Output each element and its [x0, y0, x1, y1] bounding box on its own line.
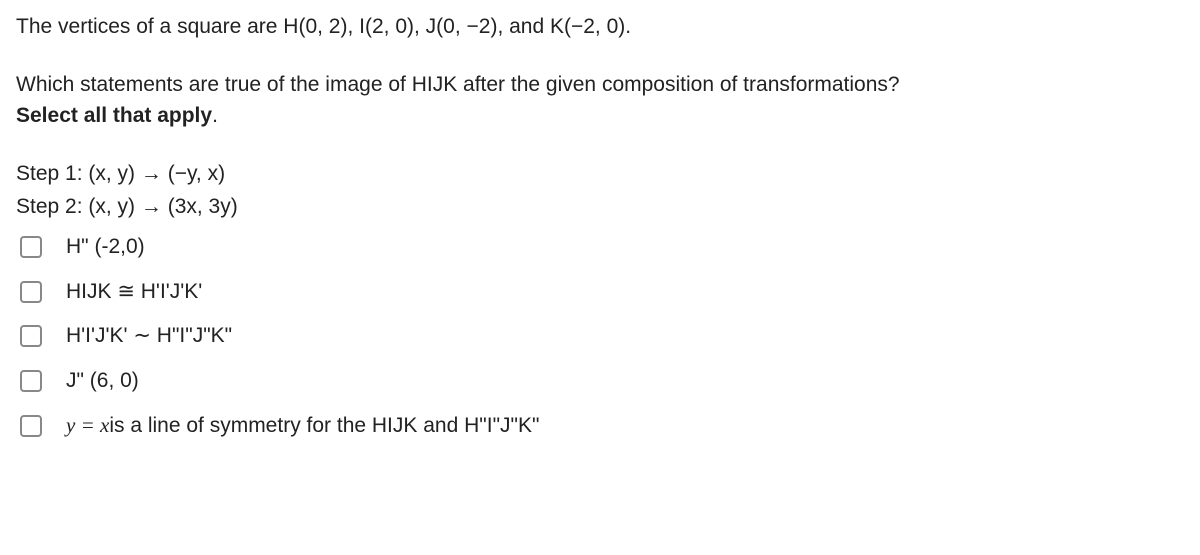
checkbox[interactable]	[20, 281, 42, 303]
option-label: H" (-2,0)	[66, 232, 145, 262]
step-1: Step 1: (x, y) → (−y, x)	[16, 159, 1184, 189]
option-row: H'I'J'K' ∼ H"I"J"K"	[20, 321, 1184, 351]
checkbox[interactable]	[20, 415, 42, 437]
option-row: HIJK ≅ H'I'J'K'	[20, 277, 1184, 307]
option-math: y = x	[66, 413, 109, 437]
checkbox[interactable]	[20, 236, 42, 258]
option-text-rest: is a line of symmetry for the HIJK and H…	[109, 414, 539, 437]
step-2: Step 2: (x, y) → (3x, 3y)	[16, 192, 1184, 222]
question-instruction: Select all that apply	[16, 104, 212, 127]
transformation-steps: Step 1: (x, y) → (−y, x) Step 2: (x, y) …	[16, 159, 1184, 222]
option-label: J" (6, 0)	[66, 366, 139, 396]
option-label: HIJK ≅ H'I'J'K'	[66, 277, 202, 307]
checkbox[interactable]	[20, 325, 42, 347]
question-suffix: .	[212, 104, 218, 127]
option-row: J" (6, 0)	[20, 366, 1184, 396]
problem-intro: The vertices of a square are H(0, 2), I(…	[16, 12, 1184, 42]
options-list: H" (-2,0) HIJK ≅ H'I'J'K' H'I'J'K' ∼ H"I…	[16, 232, 1184, 441]
checkbox[interactable]	[20, 370, 42, 392]
option-label: H'I'J'K' ∼ H"I"J"K"	[66, 321, 232, 351]
question-line-1: Which statements are true of the image o…	[16, 70, 1184, 100]
option-row: y = xis a line of symmetry for the HIJK …	[20, 410, 1184, 441]
question-block: Which statements are true of the image o…	[16, 70, 1184, 131]
question-line-2: Select all that apply.	[16, 101, 1184, 131]
option-label: y = xis a line of symmetry for the HIJK …	[66, 410, 539, 441]
option-row: H" (-2,0)	[20, 232, 1184, 262]
